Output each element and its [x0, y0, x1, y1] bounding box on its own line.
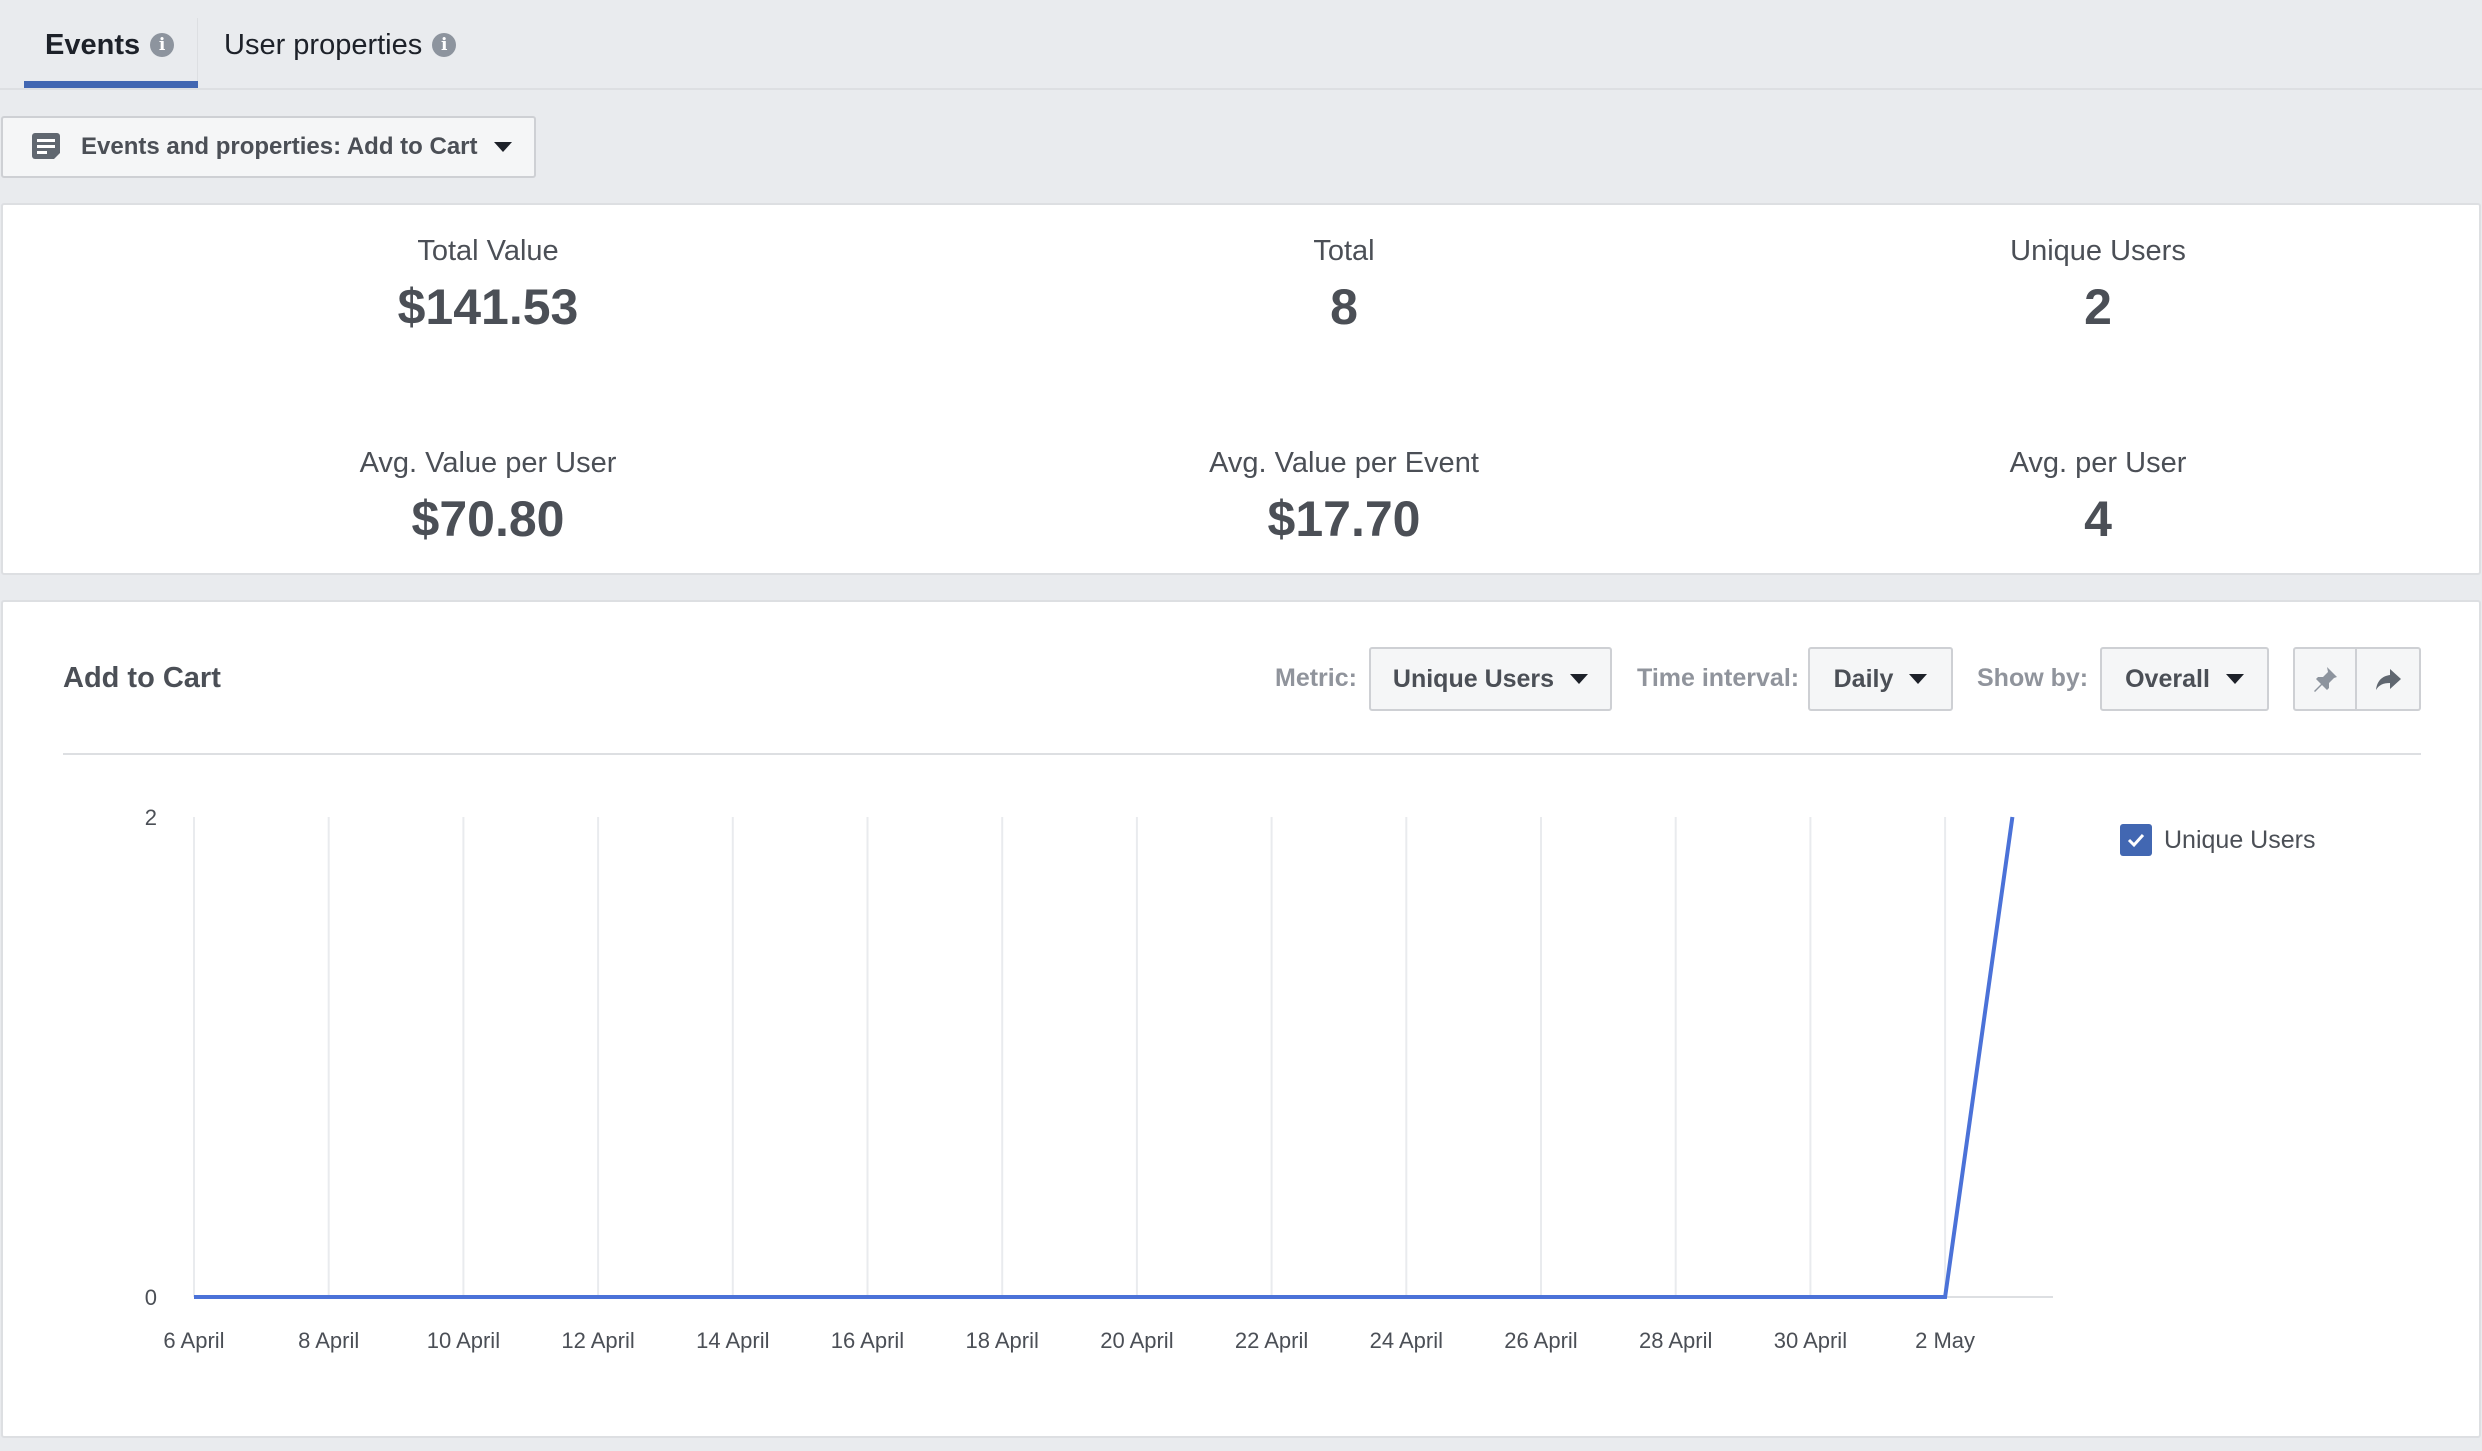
- metric-select[interactable]: Unique Users: [1369, 647, 1612, 711]
- series-line-unique-users: [194, 816, 2015, 1299]
- stat-value: 8: [1330, 279, 1358, 335]
- checkbox-checked-icon[interactable]: [2120, 824, 2152, 856]
- summary-stats-panel: Total Value $141.53 Total 8 Unique Users…: [1, 203, 2481, 575]
- x-tick-label: 10 April: [427, 1328, 500, 1353]
- y-tick-label: 2: [145, 805, 157, 830]
- stat-value: $141.53: [397, 279, 579, 335]
- chevron-down-icon: [1570, 674, 1589, 684]
- stat-avg-per-user: Avg. per User 4: [1748, 447, 2448, 548]
- stat-value: 2: [2084, 279, 2112, 335]
- stat-total: Total 8: [994, 235, 1694, 336]
- share-icon: [2376, 669, 2401, 690]
- stat-label: Avg. per User: [2009, 447, 2187, 479]
- stat-label: Total: [1313, 235, 1375, 267]
- legend-item-unique-users[interactable]: Unique Users: [2120, 824, 2315, 856]
- x-tick-label: 12 April: [561, 1328, 634, 1353]
- x-tick-label: 2 May: [1915, 1328, 1975, 1353]
- x-tick-label: 28 April: [1639, 1328, 1712, 1353]
- x-tick-label: 6 April: [163, 1328, 224, 1353]
- chart-title: Add to Cart: [63, 662, 221, 694]
- share-button[interactable]: [2357, 647, 2421, 711]
- time-interval-value: Daily: [1833, 664, 1894, 693]
- x-tick-label: 30 April: [1774, 1328, 1847, 1353]
- stat-label: Unique Users: [2010, 235, 2186, 267]
- legend-label: Unique Users: [2164, 825, 2316, 854]
- x-tick-label: 16 April: [831, 1328, 904, 1353]
- tab-separator: [197, 18, 198, 84]
- line-chart: 02 6 April 8 April 10 April 12 April 14 Apri…: [145, 805, 2053, 1353]
- events-properties-dropdown[interactable]: Events and properties: Add to Cart: [1, 116, 536, 178]
- x-tick-label: 14 April: [696, 1328, 769, 1353]
- stat-label: Avg. Value per User: [359, 447, 617, 479]
- x-tick-label: 20 April: [1100, 1328, 1173, 1353]
- time-interval-label: Time interval:: [1637, 664, 1800, 692]
- stat-avg-value-per-event: Avg. Value per Event $17.70: [994, 447, 1694, 548]
- show-by-value: Overall: [2125, 664, 2210, 693]
- tab-user-properties-label: User properties: [224, 28, 423, 61]
- x-tick-label: 18 April: [966, 1328, 1039, 1353]
- stat-label: Total Value: [417, 235, 559, 267]
- stat-total-value: Total Value $141.53: [138, 235, 838, 336]
- stat-value: $17.70: [1267, 491, 1421, 547]
- info-icon[interactable]: i: [432, 33, 457, 57]
- time-interval-select[interactable]: Daily: [1808, 647, 1953, 711]
- chevron-down-icon: [1909, 674, 1928, 684]
- chart-divider: [63, 753, 2421, 755]
- x-tick-label: 22 April: [1235, 1328, 1308, 1353]
- chart-panel: Add to Cart Metric: Unique Users Time in…: [1, 600, 2481, 1438]
- pin-icon: [2314, 667, 2337, 692]
- stat-avg-value-per-user: Avg. Value per User $70.80: [138, 447, 838, 548]
- show-by-select[interactable]: Overall: [2100, 647, 2269, 711]
- stat-value: 4: [2084, 491, 2112, 547]
- tab-events[interactable]: Events i: [45, 0, 175, 90]
- stat-value: $70.80: [411, 491, 565, 547]
- stat-unique-users: Unique Users 2: [1748, 235, 2448, 336]
- show-by-label: Show by:: [1977, 664, 2089, 692]
- chevron-down-icon: [2225, 674, 2244, 684]
- chevron-down-icon: [493, 142, 512, 152]
- y-tick-label: 0: [145, 1285, 157, 1310]
- stat-label: Avg. Value per Event: [1209, 447, 1479, 479]
- tab-user-properties[interactable]: User properties i: [224, 0, 457, 90]
- x-axis-ticks: 6 April 8 April 10 April 12 April 14 April 16…: [163, 1328, 1975, 1353]
- active-tab-indicator: [24, 81, 198, 88]
- metric-value: Unique Users: [1392, 664, 1555, 693]
- tab-events-label: Events: [45, 28, 141, 61]
- x-tick-label: 26 April: [1504, 1328, 1577, 1353]
- y-axis-ticks: 02: [145, 805, 157, 1310]
- document-icon: [32, 133, 61, 160]
- dropdown-label: Events and properties: Add to Cart: [81, 133, 478, 160]
- pin-button[interactable]: [2293, 647, 2357, 711]
- x-tick-label: 8 April: [298, 1328, 359, 1353]
- x-tick-label: 24 April: [1370, 1328, 1443, 1353]
- metric-label: Metric:: [1275, 664, 1357, 692]
- chart-grid: [193, 817, 2053, 1298]
- info-icon[interactable]: i: [150, 33, 175, 57]
- tab-bar: Events i User properties i: [0, 0, 2482, 90]
